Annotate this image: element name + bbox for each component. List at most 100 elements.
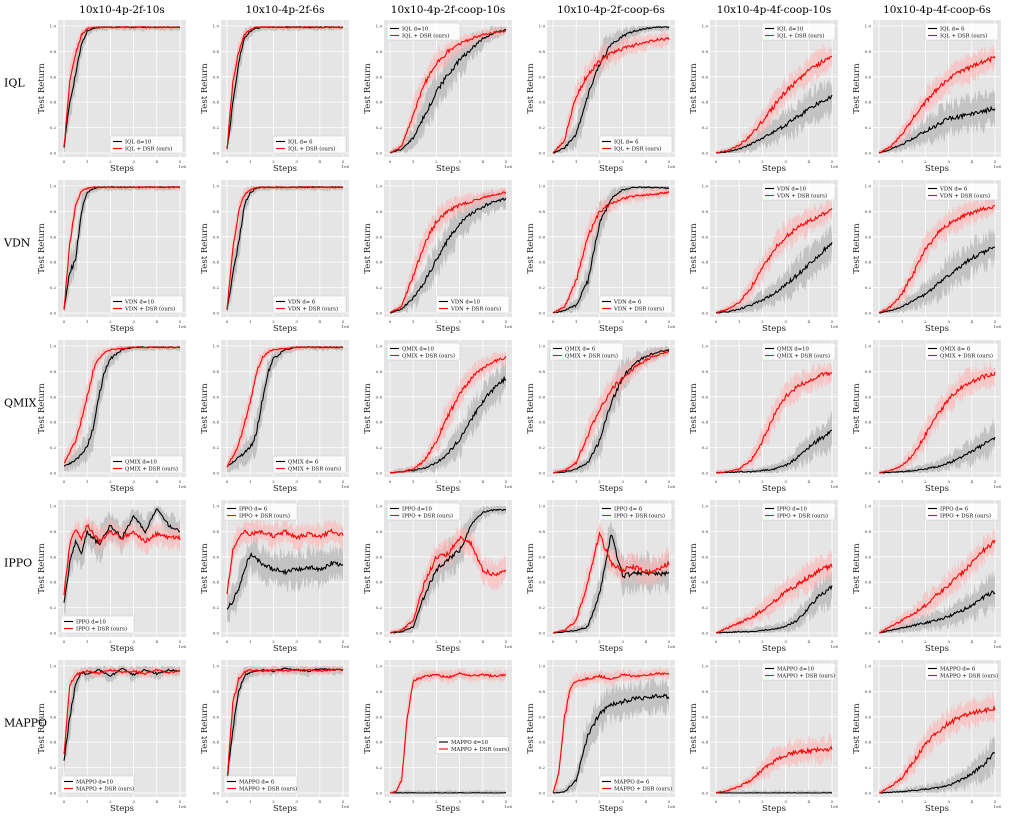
x-axis-label: Steps xyxy=(273,164,297,174)
legend-entry: MAPPO d=10 xyxy=(451,740,489,746)
y-tick-label: 0.8 xyxy=(213,49,220,54)
legend-entry: QMIX d= 6 xyxy=(565,347,596,353)
y-tick-label: 0.8 xyxy=(50,529,57,534)
y-tick-label: 0.6 xyxy=(702,554,709,559)
x-exponent-label: 1e6 xyxy=(994,164,1002,169)
y-tick-label: 0.2 xyxy=(50,445,57,450)
y-tick-label: 0.2 xyxy=(702,765,709,770)
x-exponent-label: 1e6 xyxy=(994,324,1002,329)
y-tick-label: 0.2 xyxy=(376,605,383,610)
y-tick-label: 0.4 xyxy=(539,260,546,265)
x-tick-label: 1 xyxy=(249,799,252,804)
y-tick-label: 0.8 xyxy=(50,49,57,54)
x-axis-label: Steps xyxy=(273,324,297,334)
y-tick-label: 0.6 xyxy=(376,394,383,399)
x-tick-label: 4 xyxy=(319,799,322,804)
y-axis-label: Test Return xyxy=(37,223,47,274)
y-tick-label: 0.6 xyxy=(50,554,57,559)
x-tick-label: 1 xyxy=(738,479,741,484)
x-tick-label: 0 xyxy=(63,319,66,324)
x-axis-label: Steps xyxy=(110,804,134,814)
x-exponent-label: 1e6 xyxy=(179,324,187,329)
y-tick-label: 0.8 xyxy=(539,529,546,534)
x-tick-label: 4 xyxy=(971,799,974,804)
y-tick-label: 1.0 xyxy=(213,664,220,669)
x-tick-label: 4 xyxy=(645,799,648,804)
x-tick-label: 4 xyxy=(156,479,159,484)
y-tick-label: 1.0 xyxy=(213,344,220,349)
legend-entry: IPPO d=10 xyxy=(76,620,106,626)
x-exponent-label: 1e6 xyxy=(179,644,187,649)
y-axis-label: Test Return xyxy=(363,383,373,434)
y-axis-label: Test Return xyxy=(200,383,210,434)
y-tick-label: 0.4 xyxy=(702,260,709,265)
y-axis-label: Test Return xyxy=(37,543,47,594)
y-tick-label: 0.0 xyxy=(213,631,220,636)
x-tick-label: 0 xyxy=(63,799,66,804)
legend-entry: MAPPO d=10 xyxy=(76,780,114,786)
x-tick-label: 1 xyxy=(901,639,904,644)
legend-entry: IQL d= 6 xyxy=(940,27,965,33)
x-tick-label: 0 xyxy=(552,479,555,484)
y-tick-label: 1.0 xyxy=(702,344,709,349)
x-axis-label: Steps xyxy=(110,324,134,334)
y-tick-label: 0.8 xyxy=(539,689,546,694)
y-tick-label: 0.0 xyxy=(865,631,872,636)
x-tick-label: 4 xyxy=(808,319,811,324)
legend-entry: IQL + DSR (ours) xyxy=(125,146,172,153)
x-tick-label: 1 xyxy=(575,639,578,644)
legend-entry: IQL d= 6 xyxy=(614,140,639,146)
y-tick-label: 0.2 xyxy=(376,445,383,450)
y-axis-label: Test Return xyxy=(37,703,47,754)
y-axis-label: Test Return xyxy=(852,383,862,434)
y-tick-label: 0.8 xyxy=(539,369,546,374)
legend-entry: VDN d= 6 xyxy=(613,300,642,306)
x-tick-label: 4 xyxy=(645,319,648,324)
x-exponent-label: 1e6 xyxy=(831,324,839,329)
x-axis-label: Steps xyxy=(273,484,297,494)
x-exponent-label: 1e6 xyxy=(994,804,1002,809)
x-tick-label: 4 xyxy=(156,799,159,804)
column-title: 10x10-4p-2f-10s xyxy=(79,4,165,16)
legend-entry: MAPPO + DSR (ours) xyxy=(239,786,297,793)
y-tick-label: 0.2 xyxy=(50,605,57,610)
x-exponent-label: 1e6 xyxy=(342,644,350,649)
x-tick-label: 1 xyxy=(412,479,415,484)
x-tick-label: 4 xyxy=(482,159,485,164)
y-tick-label: 0.4 xyxy=(376,580,383,585)
y-tick-label: 0.8 xyxy=(702,49,709,54)
legend-entry: VDN + DSR (ours) xyxy=(450,306,501,313)
y-tick-label: 0.8 xyxy=(702,529,709,534)
y-tick-label: 0.4 xyxy=(539,580,546,585)
y-axis-label: Test Return xyxy=(363,543,373,594)
y-tick-label: 1.0 xyxy=(539,664,546,669)
legend-entry: VDN + DSR (ours) xyxy=(613,306,664,313)
y-tick-label: 0.0 xyxy=(50,631,57,636)
x-tick-label: 4 xyxy=(645,159,648,164)
legend-entry: VDN d=10 xyxy=(124,300,155,306)
x-tick-label: 0 xyxy=(878,479,881,484)
legend-entry: VDN d=10 xyxy=(776,187,807,193)
y-tick-label: 0.0 xyxy=(213,471,220,476)
y-tick-label: 1.0 xyxy=(702,504,709,509)
y-tick-label: 0.6 xyxy=(213,714,220,719)
y-tick-label: 1.0 xyxy=(50,184,57,189)
column-title: 10x10-4p-2f-coop-10s xyxy=(391,4,505,16)
x-tick-label: 4 xyxy=(482,479,485,484)
y-tick-label: 0.8 xyxy=(702,209,709,214)
x-exponent-label: 1e6 xyxy=(179,164,187,169)
y-tick-label: 0.2 xyxy=(50,765,57,770)
y-tick-label: 0.6 xyxy=(702,714,709,719)
legend-entry: QMIX + DSR (ours) xyxy=(777,353,830,360)
